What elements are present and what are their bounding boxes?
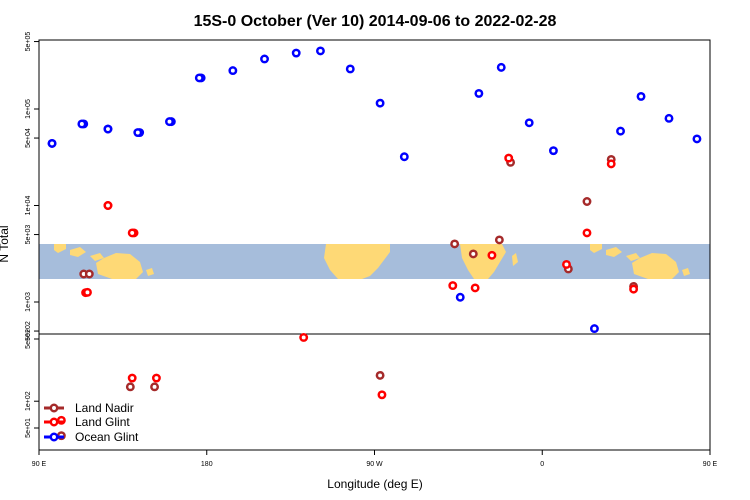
point-land-glint <box>299 333 309 342</box>
point-ocean-glint <box>315 46 325 56</box>
point-ocean-glint <box>133 128 143 138</box>
point-ocean-glint <box>291 48 301 58</box>
land-shape <box>512 253 518 266</box>
point-ocean-glint <box>616 126 625 136</box>
point-land-nadir <box>125 382 135 392</box>
y-axis-label: N Total <box>0 225 11 262</box>
legend-item-land-glint: Land Glint <box>44 415 130 429</box>
y-tick-label: 5e+03 <box>25 225 32 245</box>
point-land-nadir <box>84 269 94 279</box>
y-tick-label: 1e+02 <box>25 391 32 411</box>
y-tick-label: 1e+03 <box>25 292 32 312</box>
point-land-nadir <box>494 235 504 245</box>
legend: Land Nadir Land Glint Ocean Glint <box>44 401 139 444</box>
land-shape <box>96 253 143 279</box>
legend-marker-ocean-glint <box>49 432 59 442</box>
x-tick-label: 0 <box>540 461 544 468</box>
point-ocean-glint <box>636 91 646 101</box>
world-map-band <box>39 244 710 279</box>
x-tick-label: 180 <box>201 461 213 468</box>
land-shape <box>324 244 390 279</box>
point-ocean-glint <box>548 146 558 156</box>
point-ocean-glint <box>103 124 113 134</box>
land-shape <box>54 244 66 253</box>
legend-marker-land-glint <box>49 417 59 427</box>
x-tick-label: 90 W <box>366 461 383 468</box>
point-land-glint <box>448 281 458 291</box>
point-ocean-glint <box>399 152 409 162</box>
point-land-glint <box>151 373 161 383</box>
land-shape <box>682 268 690 276</box>
point-land-glint <box>127 228 137 238</box>
point-land-glint <box>377 390 387 400</box>
point-ocean-glint <box>375 98 385 108</box>
y-axis-upper: 5e+05 1e+05 5e+04 1e+04 5e+03 1e+03 5e+02 <box>25 32 39 341</box>
point-ocean-glint <box>474 88 484 98</box>
point-land-glint <box>103 201 113 210</box>
x-tick-label: 90 E <box>32 461 47 468</box>
point-land-glint <box>83 287 92 297</box>
legend-item-land-nadir: Land Nadir <box>44 401 134 415</box>
point-land-glint <box>562 259 571 269</box>
point-land-glint <box>582 228 592 238</box>
legend-label-ocean-glint: Ocean Glint <box>75 430 139 444</box>
point-land-nadir <box>450 239 460 249</box>
y-axis-lower: 5e+02 1e+02 5e+01 <box>25 329 39 438</box>
point-ocean-glint <box>496 62 506 72</box>
y-tick-label: 5e+01 <box>25 418 32 438</box>
point-land-glint <box>629 284 639 294</box>
point-ocean-glint <box>77 119 87 129</box>
legend-marker-land-nadir <box>49 403 59 413</box>
land-shape <box>606 247 622 257</box>
legend-item-ocean-glint: Ocean Glint <box>44 430 139 444</box>
y-tick-label: 5e+05 <box>25 32 32 52</box>
point-ocean-glint <box>165 117 174 127</box>
point-land-nadir <box>582 197 592 206</box>
legend-label-land-nadir: Land Nadir <box>75 401 134 415</box>
data-points <box>47 46 702 441</box>
y-tick-label: 1e+04 <box>25 196 32 216</box>
point-ocean-glint <box>345 64 355 74</box>
point-ocean-glint <box>664 113 674 123</box>
point-land-glint <box>127 373 137 383</box>
point-land-nadir <box>375 370 385 380</box>
land-shape <box>70 247 86 257</box>
y-tick-label: 5e+04 <box>25 128 32 148</box>
land-shape <box>90 253 104 261</box>
land-shape <box>146 268 154 276</box>
y-tick-label: 5e+02 <box>25 321 32 341</box>
point-land-glint <box>504 153 514 163</box>
y-tick-label: 1e+05 <box>25 99 32 119</box>
point-land-glint <box>470 283 480 293</box>
point-ocean-glint <box>455 292 465 302</box>
point-ocean-glint <box>589 324 599 334</box>
x-axis-label: Longitude (deg E) <box>327 477 422 491</box>
legend-label-land-glint: Land Glint <box>75 415 130 429</box>
x-tick-label: 90 E <box>703 461 718 468</box>
point-ocean-glint <box>228 66 238 76</box>
land-shape <box>632 253 679 279</box>
point-ocean-glint <box>260 54 269 64</box>
point-ocean-glint <box>47 138 57 148</box>
chart-title: 15S-0 October (Ver 10) 2014-09-06 to 202… <box>194 13 557 30</box>
point-ocean-glint <box>194 73 204 83</box>
point-land-glint <box>487 250 497 260</box>
point-land-nadir <box>150 382 160 392</box>
land-shape <box>590 244 602 253</box>
point-land-nadir <box>468 249 478 259</box>
y-tick-label: 5e+02 <box>25 329 32 349</box>
point-land-glint <box>606 159 616 169</box>
point-ocean-glint <box>692 134 702 144</box>
point-ocean-glint <box>524 118 534 128</box>
land-shape <box>626 253 640 261</box>
